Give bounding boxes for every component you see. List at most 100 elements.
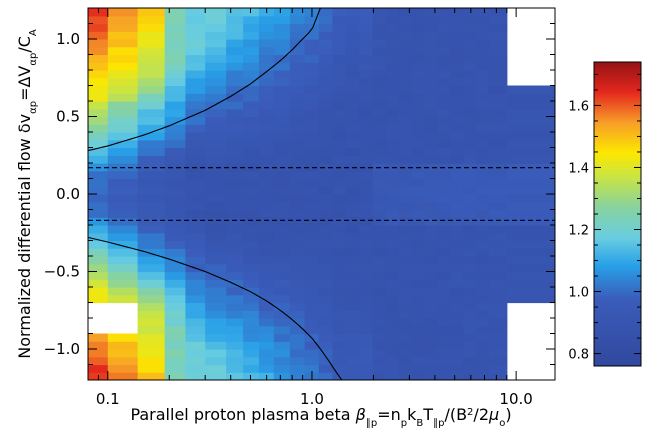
heatmap-cell <box>137 139 166 149</box>
heatmap-cell <box>411 170 426 180</box>
heatmap-cell <box>424 372 439 380</box>
heatmap-cell <box>243 85 260 94</box>
heatmap-cell <box>318 341 334 350</box>
heatmap-cell <box>243 225 260 234</box>
heatmap-cell <box>398 8 413 17</box>
heatmap-cell <box>488 46 508 56</box>
heatmap-cell <box>359 163 374 172</box>
heatmap-cell <box>488 279 508 288</box>
heatmap-cell <box>304 101 320 110</box>
solid-boundary-curve <box>88 236 343 380</box>
heatmap-cell <box>226 77 244 87</box>
heatmap-cell <box>137 39 166 48</box>
heatmap-cell <box>258 232 275 242</box>
heatmap-cell <box>205 186 227 195</box>
heatmap-cell <box>398 349 413 358</box>
heatmap-cell <box>226 116 244 125</box>
heatmap-cell <box>411 77 426 87</box>
x-tick-label: 0.1 <box>96 390 120 408</box>
heatmap-cell <box>137 217 166 226</box>
heatmap-cell <box>345 302 360 311</box>
heatmap-cell <box>398 225 413 234</box>
heatmap-cell <box>304 310 320 319</box>
heatmap-cell <box>411 310 426 319</box>
heatmap-cell <box>372 263 387 273</box>
heatmap-cell <box>273 70 291 79</box>
heatmap-cell <box>137 186 166 195</box>
heatmap-cell <box>398 201 413 211</box>
heatmap-cell <box>185 333 206 342</box>
heatmap-cell <box>289 101 306 110</box>
heatmap-cell <box>424 263 439 273</box>
heatmap-cell <box>88 232 109 242</box>
heatmap-cell <box>304 147 320 156</box>
heatmap-cell <box>359 132 374 141</box>
heatmap-cell <box>398 108 413 118</box>
heatmap-cell <box>488 356 508 366</box>
heatmap-cell <box>359 356 374 366</box>
colorbar-tick-label: 1.6 <box>568 99 589 114</box>
heatmap-cell <box>137 256 166 265</box>
heatmap-cell <box>185 70 206 79</box>
heatmap-cell <box>488 349 508 358</box>
heatmap-cell <box>359 372 374 380</box>
heatmap-cell <box>372 194 387 203</box>
heatmap-cell <box>88 186 109 195</box>
heatmap-cell <box>273 310 291 319</box>
heatmap-cell <box>243 302 260 311</box>
heatmap-cell <box>345 93 360 102</box>
heatmap-cell <box>345 356 360 366</box>
heatmap-cell <box>107 54 139 63</box>
heatmap-cell <box>385 356 400 366</box>
y-axis-ticks: −1.0 −0.5 0.0 0.5 1.0 <box>44 7 555 381</box>
heatmap-cell <box>304 77 320 87</box>
heatmap-cell <box>273 31 291 40</box>
heatmap-cell <box>385 372 400 380</box>
heatmap-cell <box>289 256 306 265</box>
heatmap-cell <box>332 248 347 257</box>
heatmap-cell <box>372 325 387 335</box>
heatmap-cell <box>258 85 275 94</box>
heatmap-cell <box>332 93 347 102</box>
heatmap-cell <box>359 209 374 218</box>
heatmap-cell <box>205 39 227 48</box>
heatmap-cell <box>107 155 139 164</box>
heatmap-cell <box>359 31 374 40</box>
heatmap-cell <box>398 318 413 327</box>
heatmap-cell <box>359 294 374 304</box>
heatmap-cell <box>289 356 306 366</box>
heatmap-cell <box>398 155 413 164</box>
heatmap-cell <box>488 271 508 280</box>
heatmap-cell <box>385 178 400 187</box>
heatmap-cell <box>345 248 360 257</box>
heatmap-cell <box>258 178 275 187</box>
heatmap-cell <box>304 85 320 94</box>
heatmap-cell <box>437 178 451 187</box>
heatmap-cell <box>164 31 187 40</box>
heatmap-cell <box>289 225 306 234</box>
heatmap-cell <box>107 147 139 156</box>
heatmap-cell <box>332 232 347 242</box>
heatmap-cell <box>185 132 206 141</box>
heatmap-cell <box>226 132 244 141</box>
heatmap-cell <box>411 15 426 25</box>
heatmap-cell <box>164 139 187 149</box>
heatmap-cell <box>398 279 413 288</box>
heatmap-cell <box>411 372 426 380</box>
heatmap-cell <box>476 77 490 87</box>
heatmap-cell <box>107 349 139 358</box>
heatmap-cell <box>164 178 187 187</box>
heatmap-cell <box>437 364 451 373</box>
heatmap-cell <box>332 256 347 265</box>
heatmap-cell <box>488 124 508 133</box>
heatmap-cell <box>345 170 360 180</box>
heatmap-cell <box>164 8 187 17</box>
heatmap-cell <box>411 116 426 125</box>
heatmap-cell <box>450 263 464 273</box>
heatmap-cell <box>273 178 291 187</box>
heatmap-cell <box>506 124 555 133</box>
heatmap-cell <box>345 8 360 17</box>
heatmap-cell <box>258 302 275 311</box>
heatmap-cell <box>273 8 291 17</box>
heatmap-cell <box>411 70 426 79</box>
